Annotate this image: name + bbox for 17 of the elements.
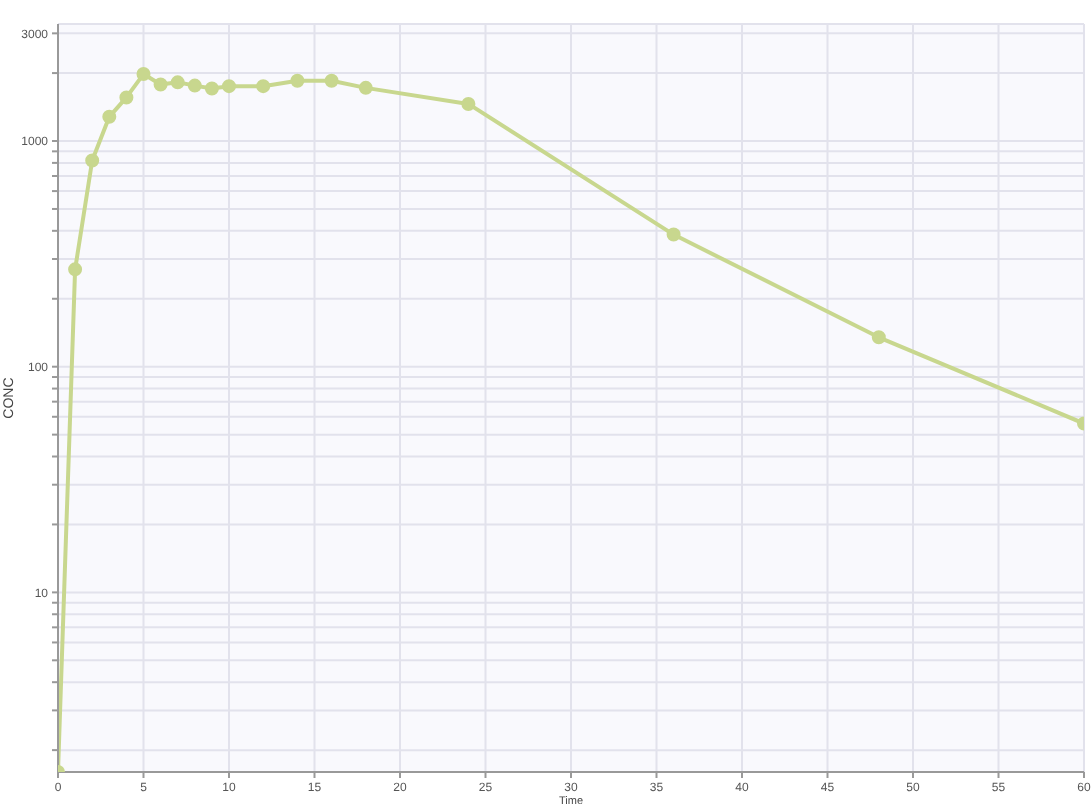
- point: [324, 73, 339, 88]
- point: [170, 75, 185, 90]
- point: [871, 330, 886, 345]
- point: [68, 262, 83, 277]
- point: [461, 96, 476, 111]
- point: [102, 109, 117, 124]
- point: [119, 90, 134, 105]
- point: [204, 81, 219, 96]
- point: [85, 153, 100, 168]
- point: [187, 78, 202, 93]
- point: [290, 73, 305, 88]
- point: [222, 79, 236, 94]
- point: [153, 77, 168, 92]
- point: [666, 227, 681, 242]
- point: [256, 79, 271, 94]
- point: [358, 80, 373, 95]
- point: [136, 67, 151, 82]
